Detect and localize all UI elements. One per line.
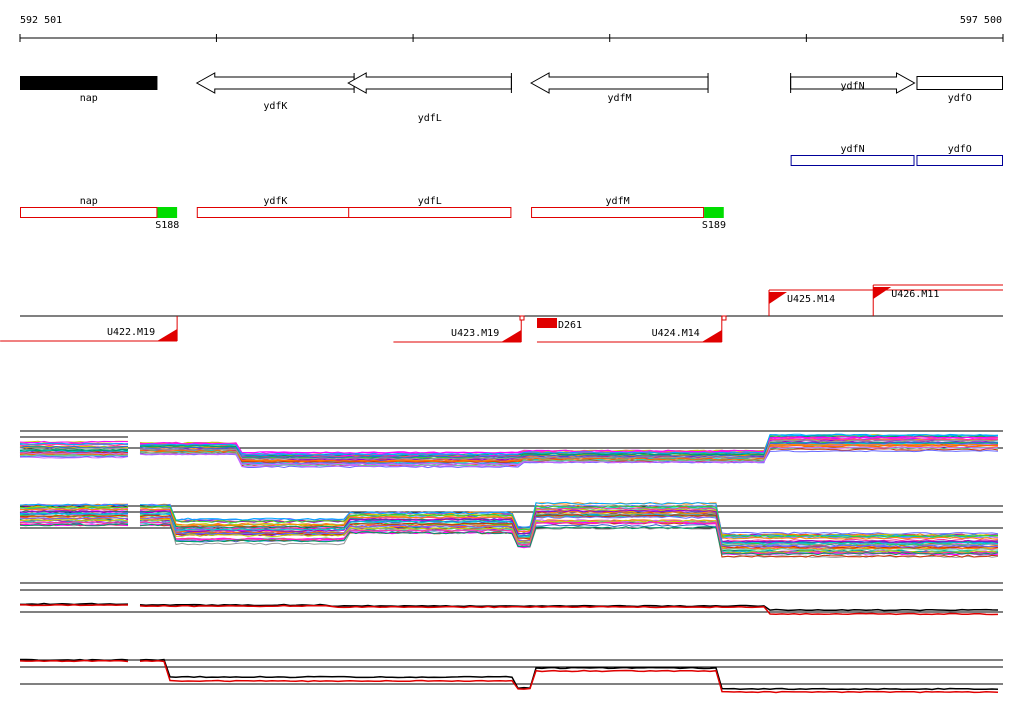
gene-label: ydfN xyxy=(841,81,865,92)
operon-label: ydfO xyxy=(948,144,972,155)
small-features: D261 xyxy=(519,315,727,331)
gene-arrow xyxy=(790,72,916,94)
feature-marker xyxy=(519,315,525,321)
gene-ydfO: ydfO xyxy=(916,76,1003,104)
feature-box xyxy=(537,318,557,328)
transcript-U426.M11: U426.M11 xyxy=(872,284,1003,316)
gene-ydfM: ydfM xyxy=(530,72,709,104)
operon-track-red: nap ydfK ydfL ydfM xyxy=(20,196,705,218)
ruler-start-label: 592 501 xyxy=(20,15,62,26)
operon-label: ydfL xyxy=(418,196,442,207)
operon-blue-ydfO: ydfO xyxy=(916,144,1003,166)
gene-label: ydfO xyxy=(948,93,972,104)
terminator-S189: S189 xyxy=(702,207,726,231)
expression-line xyxy=(19,507,999,540)
gene-nap: nap xyxy=(20,76,158,104)
feature-marker xyxy=(721,315,727,321)
expression-line xyxy=(19,446,999,466)
transcript-label: U425.M14 xyxy=(787,294,835,305)
operon-red-ydfL: ydfL xyxy=(348,196,512,218)
summary-line xyxy=(19,659,999,694)
operon-track-blue: ydfN ydfO xyxy=(790,144,1003,166)
expression-tracks xyxy=(19,430,1003,694)
gene-ydfN: ydfN xyxy=(790,72,916,94)
transcript-U423.M19: U423.M19 xyxy=(393,316,522,343)
gene-arrow xyxy=(195,72,355,94)
terminator-label: S188 xyxy=(155,220,179,231)
expression-line xyxy=(19,512,999,545)
operon-red-ydfK: ydfK xyxy=(196,196,355,218)
transcript-flag xyxy=(873,287,892,299)
operon-blue-ydfN: ydfN xyxy=(790,144,915,166)
expression-line xyxy=(19,441,999,459)
summary-line xyxy=(20,658,999,691)
expression-line xyxy=(19,439,999,460)
gene-label: ydfK xyxy=(263,101,287,112)
ruler: 592 501 597 500 xyxy=(19,15,1004,42)
summary-line xyxy=(20,603,999,616)
gene-arrow xyxy=(530,72,709,94)
expression-line xyxy=(19,521,999,555)
transcript-track: U422.M19 U423.M19 U424.M14 U425.M14 U426.M11… xyxy=(0,284,1003,343)
transcripts: U422.M19 U423.M19 U424.M14 U425.M14 U426.M11 xyxy=(0,284,1003,343)
gene-label: nap xyxy=(80,93,98,104)
terminator-track: S188 S189 xyxy=(155,207,726,231)
operon-box xyxy=(916,155,1003,166)
transcript-flag xyxy=(501,330,522,342)
transcript-label: U423.M19 xyxy=(451,328,499,339)
expression-line xyxy=(19,509,999,543)
gene-ydfK: ydfK xyxy=(195,72,355,112)
expression-line xyxy=(19,518,999,554)
ruler-end-label: 597 500 xyxy=(960,15,1002,26)
operon-label: nap xyxy=(80,196,98,207)
transcript-flag xyxy=(157,329,178,341)
transcript-U422.M19: U422.M19 xyxy=(0,316,178,342)
expression-line xyxy=(20,433,999,456)
transcript-label: U422.M19 xyxy=(107,327,155,338)
gene-label: ydfM xyxy=(608,93,632,104)
operon-box xyxy=(20,207,158,218)
gene-arrow xyxy=(347,72,512,94)
feature-label: D261 xyxy=(558,320,582,331)
operon-label: ydfN xyxy=(841,144,865,155)
transcript-label: U424.M14 xyxy=(652,328,700,339)
gene-label: ydfL xyxy=(418,113,442,124)
terminator-box xyxy=(157,207,178,218)
operon-box xyxy=(348,207,512,218)
ruler-ticks xyxy=(19,34,1004,42)
operon-box xyxy=(531,207,705,218)
operon-red-ydfM: ydfM xyxy=(531,196,705,218)
operon-label: ydfK xyxy=(263,196,287,207)
transcript-U425.M14: U425.M14 xyxy=(768,289,1003,316)
gene-body xyxy=(916,76,1003,90)
terminator-label: S189 xyxy=(702,220,726,231)
transcript-label: U426.M11 xyxy=(891,289,939,300)
operon-box xyxy=(790,155,915,166)
operon-label: ydfM xyxy=(606,196,630,207)
operon-box xyxy=(196,207,355,218)
transcript-flag xyxy=(701,330,722,342)
gene-track: nap ydfK ydfL ydfM ydfN ydfO xyxy=(20,72,1003,124)
terminator-box xyxy=(704,207,724,218)
operon-red-nap: nap xyxy=(20,196,158,218)
feature-D261: D261 xyxy=(519,315,727,331)
expression-line xyxy=(19,523,999,556)
terminator-S188: S188 xyxy=(155,207,179,231)
gene-body xyxy=(20,76,158,90)
expression-line xyxy=(19,505,999,538)
transcript-flag xyxy=(768,292,787,304)
gene-ydfL: ydfL xyxy=(347,72,512,124)
